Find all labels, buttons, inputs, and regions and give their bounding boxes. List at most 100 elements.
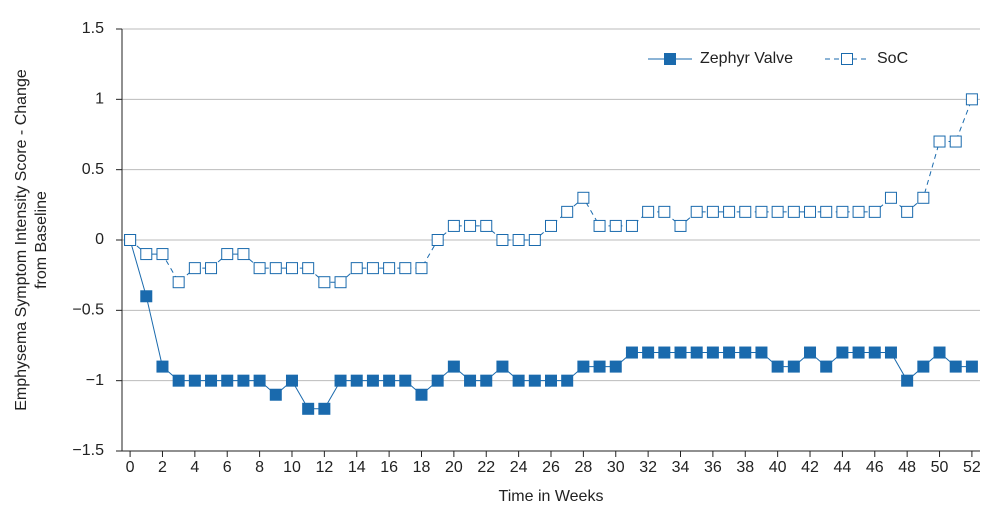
data-point: [965, 360, 978, 373]
x-axis-title: Time in Weeks: [499, 488, 604, 505]
data-point: [205, 374, 218, 387]
data-point: [415, 388, 428, 401]
data-point: [140, 248, 153, 261]
data-point: [221, 248, 234, 261]
data-point: [706, 346, 719, 359]
x-tick-label: 28: [574, 459, 592, 476]
data-point: [836, 205, 849, 218]
data-point: [383, 374, 396, 387]
data-point: [496, 360, 509, 373]
y-tick-label: −1.5: [72, 442, 104, 459]
data-point: [933, 346, 946, 359]
x-tick-label: 10: [283, 459, 301, 476]
data-point: [464, 374, 477, 387]
data-point: [545, 374, 557, 387]
data-point: [205, 262, 218, 275]
data-point: [188, 262, 201, 275]
legend-marker: [664, 53, 676, 65]
data-point: [318, 276, 331, 289]
data-point: [172, 374, 185, 387]
data-point: [917, 191, 930, 204]
data-point: [480, 374, 493, 387]
data-point: [658, 346, 671, 359]
data-point: [852, 346, 865, 359]
data-point: [140, 290, 153, 303]
data-point: [285, 374, 298, 387]
data-point: [901, 205, 914, 218]
x-tick-label: 44: [833, 459, 851, 476]
y-tick-label: −0.5: [72, 302, 104, 319]
data-point: [302, 402, 315, 415]
y-tick-label: 1.5: [82, 20, 104, 37]
data-point: [156, 360, 169, 373]
data-point: [124, 234, 137, 246]
data-point: [868, 205, 881, 218]
y-tick-label: 0: [95, 231, 104, 248]
x-tick-label: 48: [898, 459, 916, 476]
data-point: [949, 135, 962, 148]
data-point: [334, 374, 347, 387]
data-point: [431, 374, 444, 387]
x-tick-label: 22: [477, 459, 495, 476]
data-point: [253, 374, 266, 387]
data-point: [804, 346, 817, 359]
data-point: [512, 234, 525, 246]
data-point: [237, 248, 250, 261]
data-point: [625, 346, 638, 359]
data-point: [836, 346, 849, 359]
data-point: [690, 346, 703, 359]
data-point: [884, 346, 897, 359]
data-point: [917, 360, 930, 373]
data-point: [334, 276, 347, 289]
data-point: [415, 262, 428, 275]
x-tick-label: 2: [158, 459, 167, 476]
data-point: [852, 205, 865, 218]
data-point: [221, 374, 234, 387]
data-point: [528, 374, 541, 387]
data-point: [302, 262, 315, 275]
data-point: [674, 346, 687, 359]
x-tick-label: 8: [255, 459, 264, 476]
data-point: [561, 205, 574, 218]
data-point: [269, 262, 282, 275]
y-tick-label: −1: [86, 372, 104, 389]
data-point: [545, 219, 557, 232]
x-tick-label: 18: [413, 459, 431, 476]
data-point: [528, 234, 541, 246]
data-point: [464, 219, 477, 232]
x-tick-label: 32: [639, 459, 657, 476]
data-point: [706, 205, 719, 218]
data-point: [755, 205, 768, 218]
x-tick-label: 30: [607, 459, 625, 476]
data-point: [642, 205, 655, 218]
y-axis-title: from Baseline: [33, 191, 50, 289]
data-point: [593, 219, 606, 232]
data-point: [561, 374, 574, 387]
x-tick-label: 52: [963, 459, 981, 476]
data-point: [253, 262, 266, 275]
data-point: [188, 374, 201, 387]
data-point: [690, 205, 703, 218]
data-point: [884, 191, 897, 204]
data-point: [949, 360, 962, 373]
data-point: [593, 360, 606, 373]
x-tick-label: 12: [315, 459, 333, 476]
data-point: [285, 262, 298, 275]
data-point: [804, 205, 817, 218]
x-tick-label: 20: [445, 459, 463, 476]
data-point: [723, 346, 736, 359]
x-tick-label: 34: [672, 459, 690, 476]
data-point: [609, 219, 622, 232]
data-point: [496, 234, 509, 246]
data-point: [447, 360, 460, 373]
data-point: [820, 360, 833, 373]
x-tick-label: 16: [380, 459, 398, 476]
x-tick-label: 50: [931, 459, 949, 476]
data-point: [787, 205, 800, 218]
data-point: [787, 360, 800, 373]
data-point: [609, 360, 622, 373]
y-axis-title: Emphysema Symptom Intensity Score - Chan…: [13, 69, 30, 411]
x-tick-label: 40: [769, 459, 787, 476]
data-point: [625, 219, 638, 232]
